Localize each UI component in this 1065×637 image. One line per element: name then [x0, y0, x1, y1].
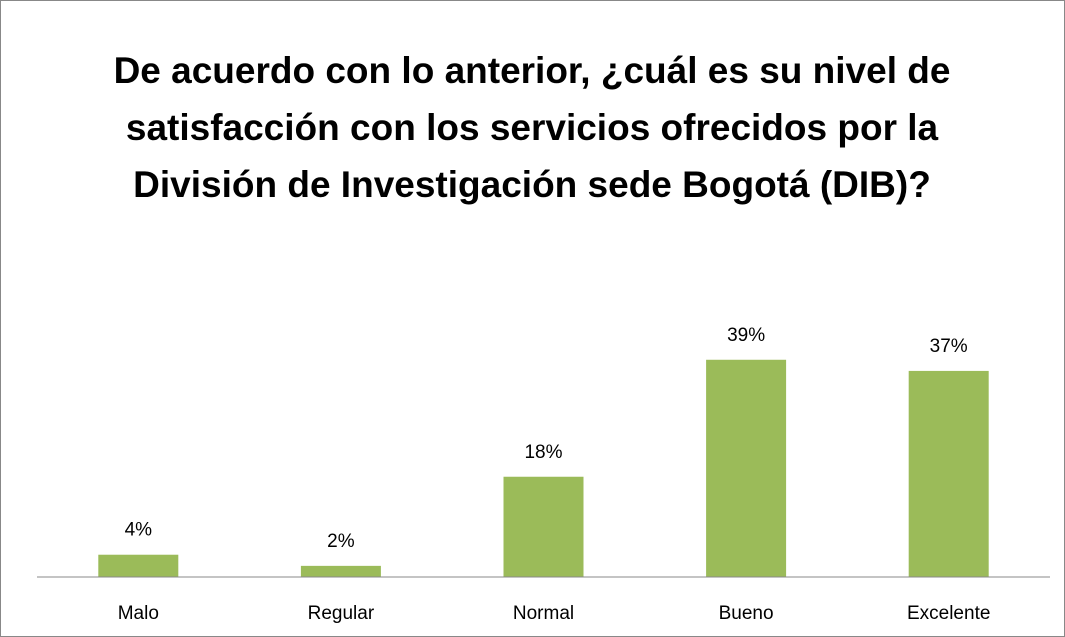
bar [98, 554, 179, 577]
data-label: 4% [125, 520, 153, 541]
x-tick-label: Malo [118, 603, 159, 624]
chart-title: De acuerdo con lo anterior, ¿cuál es su … [113, 50, 951, 205]
data-label: 37% [930, 336, 968, 357]
x-tick-label: Normal [513, 603, 574, 624]
bar [503, 476, 584, 577]
bar [706, 359, 787, 577]
data-label: 18% [524, 442, 562, 463]
x-tick-label: Regular [308, 603, 375, 624]
x-tick-label: Bueno [719, 603, 774, 624]
bar [300, 565, 381, 577]
bar [908, 370, 989, 577]
x-tick-label: Excelente [907, 603, 990, 624]
data-label: 2% [327, 531, 355, 552]
data-label: 39% [727, 325, 765, 346]
